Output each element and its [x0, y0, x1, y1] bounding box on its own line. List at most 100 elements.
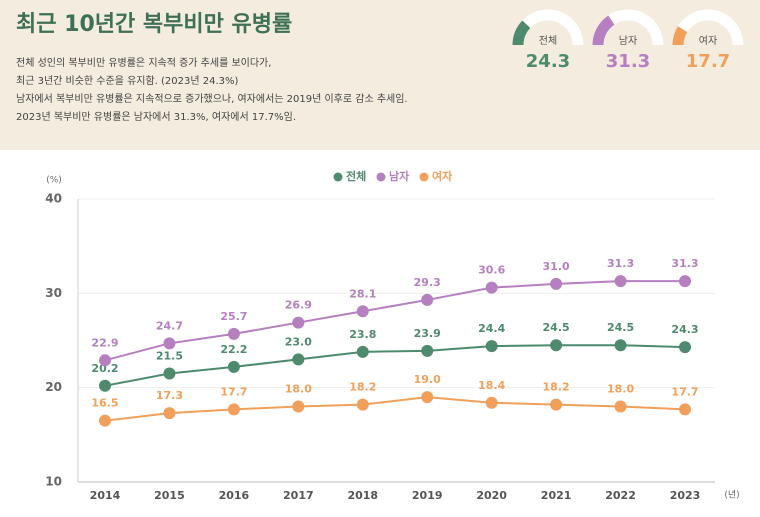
point	[679, 275, 691, 288]
data-label: 16.5	[91, 397, 118, 410]
point	[163, 367, 176, 380]
data-label: 23.8	[349, 328, 376, 341]
x-tick-label: 2022	[605, 489, 636, 502]
data-label: 23.0	[285, 335, 312, 348]
description: 남자에서 복부비만 유병률은 지속적으로 증가했으나, 여자에서는 2019년 …	[16, 92, 408, 105]
data-label: 31.3	[671, 257, 698, 270]
gauge-value: 17.7	[686, 51, 730, 72]
point	[356, 305, 369, 318]
point	[485, 281, 498, 294]
point	[227, 327, 240, 340]
data-label: 26.9	[285, 299, 312, 312]
data-label: 19.0	[414, 373, 441, 386]
point	[292, 353, 305, 366]
point	[356, 345, 369, 358]
legend-marker	[419, 172, 429, 182]
data-label: 24.5	[543, 321, 570, 334]
data-label: 25.7	[220, 310, 247, 323]
line	[104, 344, 686, 387]
data-label: 31.3	[607, 257, 634, 270]
point	[227, 360, 240, 373]
x-tick-label: 2019	[412, 489, 443, 502]
point	[99, 354, 111, 367]
x-tick-label: 2020	[476, 489, 507, 502]
y-unit: (%)	[46, 176, 62, 186]
gauge-value: 31.3	[606, 51, 650, 72]
point	[485, 340, 498, 353]
data-label: 17.7	[671, 385, 698, 398]
gauge-value: 24.3	[526, 51, 570, 72]
data-label: 17.3	[156, 389, 183, 402]
legend-marker	[333, 172, 343, 182]
line	[104, 280, 685, 362]
gauge-label: 여자	[699, 35, 717, 47]
point	[421, 391, 434, 404]
point	[614, 275, 627, 288]
gauge-arc	[592, 15, 615, 46]
point	[292, 316, 305, 329]
legend-label: 전체	[346, 169, 366, 183]
data-label: 22.9	[91, 336, 118, 349]
point	[421, 344, 434, 357]
data-label: 30.6	[478, 264, 505, 277]
title: 최근 10년간 복부비만 유병률	[16, 12, 292, 37]
data-label: 23.9	[414, 327, 441, 340]
x-tick-label: 2014	[90, 489, 121, 502]
description: 전체 성인의 복부비만 유병률은 지속적 증가 추세를 보이다가,	[16, 57, 271, 69]
point	[292, 400, 305, 413]
point	[421, 293, 434, 306]
gauge-label: 남자	[619, 35, 637, 47]
point	[679, 341, 691, 354]
data-label: 24.4	[478, 322, 505, 335]
x-tick-label: 2018	[347, 489, 378, 502]
header-bg	[0, 0, 760, 150]
data-label: 18.4	[478, 379, 505, 392]
data-label: 18.0	[607, 383, 634, 396]
x-tick-label: 2021	[541, 489, 572, 502]
data-label: 24.3	[671, 323, 698, 336]
point	[550, 398, 563, 411]
point	[99, 414, 111, 427]
point	[356, 398, 369, 411]
data-label: 29.3	[414, 276, 441, 289]
gauge-arc	[512, 20, 531, 46]
point	[99, 379, 111, 392]
point	[485, 396, 498, 409]
data-label: 31.0	[543, 260, 570, 273]
data-label: 18.2	[543, 381, 570, 394]
y-tick-label: 40	[45, 192, 62, 206]
data-label: 17.7	[220, 385, 247, 398]
x-unit: (년)	[724, 490, 739, 501]
point	[163, 407, 176, 420]
y-tick-label: 30	[45, 286, 62, 300]
data-label: 24.7	[156, 319, 183, 332]
gauge-arc	[672, 26, 688, 46]
x-tick-label: 2023	[670, 489, 701, 502]
data-label: 18.2	[349, 381, 376, 394]
x-tick-label: 2015	[154, 489, 185, 502]
legend-label: 여자	[432, 169, 453, 183]
point	[550, 277, 563, 290]
point	[227, 403, 240, 416]
point	[550, 339, 563, 352]
gauge-label: 전체	[539, 35, 557, 47]
x-tick-label: 2016	[219, 489, 250, 502]
point	[614, 400, 627, 413]
point	[679, 403, 691, 416]
point	[163, 337, 176, 350]
chart-bg	[0, 150, 760, 517]
y-tick-label: 10	[45, 475, 62, 489]
data-label: 21.5	[156, 350, 183, 363]
description: 2023년 복부비만 유병률은 남자에서 31.3%, 여자에서 17.7%임.	[16, 110, 296, 123]
y-tick-label: 20	[45, 380, 62, 394]
data-label: 20.2	[91, 362, 118, 375]
point	[614, 339, 627, 352]
description: 최근 3년간 비슷한 수준을 유지함. (2023년 24.3%)	[16, 75, 239, 87]
data-label: 28.1	[349, 287, 376, 300]
x-tick-label: 2017	[283, 489, 314, 502]
line	[104, 396, 686, 422]
data-label: 24.5	[607, 321, 634, 334]
legend-label: 남자	[389, 169, 410, 183]
data-label: 22.2	[220, 343, 247, 356]
